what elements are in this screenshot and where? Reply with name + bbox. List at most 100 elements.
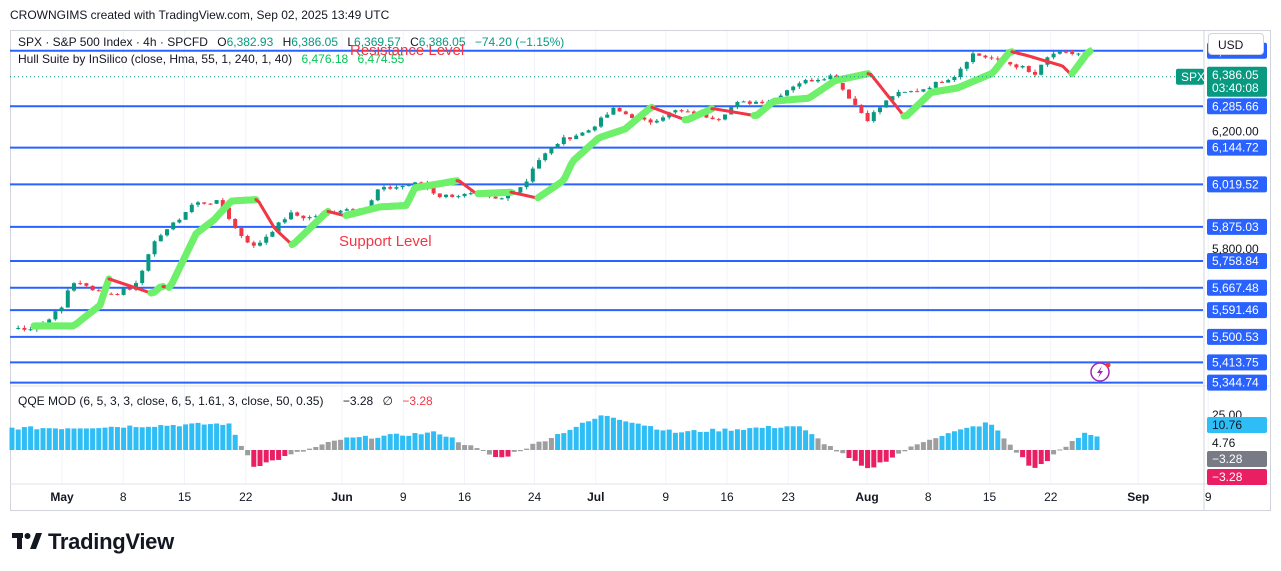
last-price-symbol: SPX — [1181, 70, 1205, 84]
qqe-bar — [1020, 450, 1026, 458]
candle-body — [295, 212, 300, 216]
hull-value-1: 6,476.18 — [301, 52, 349, 66]
candle-body — [623, 111, 628, 115]
qqe-bar — [83, 428, 89, 450]
qqe-bar — [114, 427, 120, 450]
candle-body — [1014, 64, 1019, 68]
qqe-bar — [375, 437, 381, 450]
qqe-bar — [449, 437, 455, 450]
qqe-tick-label: −3.28 — [1212, 452, 1243, 466]
candle-body — [1064, 51, 1068, 53]
qqe-bar — [858, 450, 864, 466]
level-label-bg — [1207, 328, 1267, 345]
level-label-bg — [1207, 218, 1267, 235]
candle-body — [468, 193, 473, 195]
x-axis-label: 16 — [720, 490, 734, 504]
qqe-bar — [821, 444, 827, 450]
qqe-bar — [369, 438, 375, 450]
qqe-label-bg — [1207, 469, 1267, 485]
candle-body — [1020, 66, 1025, 68]
qqe-bar — [846, 450, 852, 459]
candle-body — [171, 222, 176, 230]
qqe-bar — [21, 427, 27, 450]
qqe-bar — [970, 426, 976, 450]
qqe-bar — [276, 450, 282, 460]
qqe-histogram — [9, 415, 1100, 469]
qqe-bar — [121, 427, 127, 450]
ohlc-o-label: O — [217, 35, 227, 49]
qqe-bar — [462, 445, 468, 450]
qqe-bar — [189, 423, 195, 450]
qqe-value-2: −3.28 — [402, 394, 433, 408]
qqe-bar — [195, 422, 201, 450]
level-label-bg — [1207, 354, 1267, 371]
qqe-bar — [1094, 436, 1100, 450]
qqe-bar — [40, 428, 46, 450]
qqe-bar — [995, 430, 1001, 450]
candle-body — [233, 218, 238, 229]
candle-body — [853, 98, 858, 105]
qqe-bar — [263, 450, 269, 463]
tradingview-logo[interactable]: TradingView — [12, 529, 174, 555]
qqe-bar — [455, 442, 461, 450]
qqe-bar — [418, 434, 424, 450]
qqe-bar — [759, 427, 765, 450]
candle-body — [258, 242, 262, 246]
candle-body — [642, 117, 647, 120]
qqe-label-bg — [1207, 417, 1267, 433]
candle-body — [382, 187, 386, 190]
candle-body — [605, 114, 610, 118]
candle-body — [927, 87, 932, 90]
candle-body — [747, 101, 752, 104]
qqe-bar — [691, 430, 697, 450]
qqe-bar — [158, 425, 164, 450]
qqe-bar — [951, 431, 957, 450]
candle-body — [940, 81, 944, 83]
qqe-value-1: −3.28 — [342, 394, 374, 408]
qqe-bar — [133, 427, 139, 450]
qqe-label-bg — [1207, 451, 1267, 467]
qqe-bar — [592, 418, 598, 450]
ohlc-o-value: 6,382.93 — [226, 35, 274, 49]
qqe-bar — [790, 426, 796, 450]
candle-body — [344, 209, 349, 211]
candle-body — [617, 107, 622, 112]
ohlc-h-value: 6,386.05 — [291, 35, 339, 49]
candle-body — [890, 96, 895, 101]
qqe-bar — [555, 434, 561, 450]
level-label-bg — [1207, 139, 1267, 156]
qqe-bar — [28, 426, 34, 450]
currency-button[interactable]: USD — [1208, 33, 1264, 55]
qqe-bar — [486, 450, 492, 455]
qqe-bar — [573, 426, 579, 450]
qqe-bar — [350, 437, 356, 450]
qqe-bar — [480, 450, 486, 451]
candle-body — [574, 135, 579, 140]
qqe-name: QQE MOD (6, 5, 3, 3, close, 6, 5, 1.61, … — [18, 394, 324, 408]
x-axis-label: 16 — [458, 490, 472, 504]
x-axis-label: 22 — [1044, 490, 1058, 504]
candle-body — [16, 327, 21, 329]
candle-body — [586, 130, 591, 133]
level-label: 5,667.48 — [1212, 281, 1259, 295]
candle-body — [716, 119, 721, 121]
x-axis-label: 9 — [400, 490, 407, 504]
qqe-bar — [1082, 432, 1088, 450]
qqe-bar — [1069, 440, 1075, 450]
qqe-tick-label: −3.28 — [1212, 470, 1243, 484]
candle-body — [406, 185, 411, 187]
x-axis-label: May — [50, 490, 74, 504]
qqe-bar — [710, 428, 716, 450]
hull-segment — [1083, 47, 1094, 58]
candle-body — [96, 290, 101, 292]
last-price-bg — [1207, 66, 1267, 97]
hull-name: Hull Suite by InSilico (close, Hma, 55, … — [18, 52, 293, 66]
qqe-bar — [728, 430, 734, 450]
qqe-bar — [90, 428, 96, 450]
qqe-bar — [617, 419, 623, 450]
qqe-bar — [431, 431, 437, 450]
chart-header: CROWNGIMS created with TradingView.com, … — [10, 8, 390, 22]
qqe-bar — [493, 450, 499, 458]
candle-body — [630, 114, 634, 119]
